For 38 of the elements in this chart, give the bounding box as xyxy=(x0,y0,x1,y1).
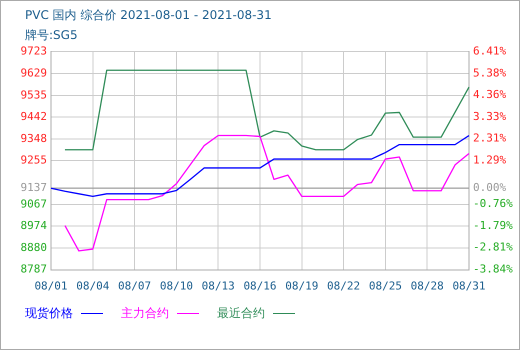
x-tick-label: 08/13 xyxy=(202,279,235,292)
y2-tick-label: 3.33% xyxy=(473,110,506,124)
y2-tick-label: 1.29% xyxy=(473,153,506,166)
y2-tick-label: -3.84% xyxy=(473,262,514,276)
y-tick-label: 9348 xyxy=(20,132,47,145)
x-tick-label: 08/16 xyxy=(243,279,277,292)
y2-tick-label: 4.36% xyxy=(473,88,506,102)
y2-tick-label: -1.79% xyxy=(473,219,514,232)
y2-tick-label: -2.81% xyxy=(473,240,514,254)
chart-subtitle: 牌号:SG5 xyxy=(25,27,78,44)
x-tick-label: 08/04 xyxy=(76,279,110,292)
y-tick-label: 9723 xyxy=(20,44,47,58)
chart-title: PVC 国内 综合价 2021-08-01 - 2021-08-31 xyxy=(25,7,272,24)
y2-tick-label: 5.38% xyxy=(473,66,506,80)
y2-tick-label: 6.41% xyxy=(473,44,506,58)
y-tick-label: 9535 xyxy=(20,88,47,102)
y-tick-label: 9629 xyxy=(20,66,47,80)
x-tick-label: 08/28 xyxy=(410,279,444,292)
x-tick-label: 08/10 xyxy=(160,279,193,292)
x-tick-label: 08/22 xyxy=(327,279,360,292)
legend-label: 最近合约 xyxy=(217,305,265,322)
y-tick-label: 8787 xyxy=(20,262,47,276)
y-tick-label: 9067 xyxy=(20,197,47,210)
y2-tick-label: 2.31% xyxy=(473,132,506,145)
x-tick-label: 08/07 xyxy=(118,279,152,292)
y-tick-label: 9255 xyxy=(20,154,47,167)
y-tick-label: 9442 xyxy=(20,110,47,123)
legend-label: 现货价格 xyxy=(25,305,73,322)
y-tick-label: 8880 xyxy=(20,240,47,254)
y2-tick-label: -0.76% xyxy=(473,197,514,210)
x-tick-label: 08/31 xyxy=(452,279,486,292)
y-tick-label: 8974 xyxy=(20,219,48,232)
x-tick-label: 08/19 xyxy=(285,279,318,292)
x-tick-label: 08/25 xyxy=(368,279,402,292)
y2-tick-label: 0.00% xyxy=(473,180,506,194)
legend-label: 主力合约 xyxy=(121,305,169,322)
x-tick-label: 08/01 xyxy=(34,279,68,292)
y-tick-label: 9137 xyxy=(20,181,47,194)
